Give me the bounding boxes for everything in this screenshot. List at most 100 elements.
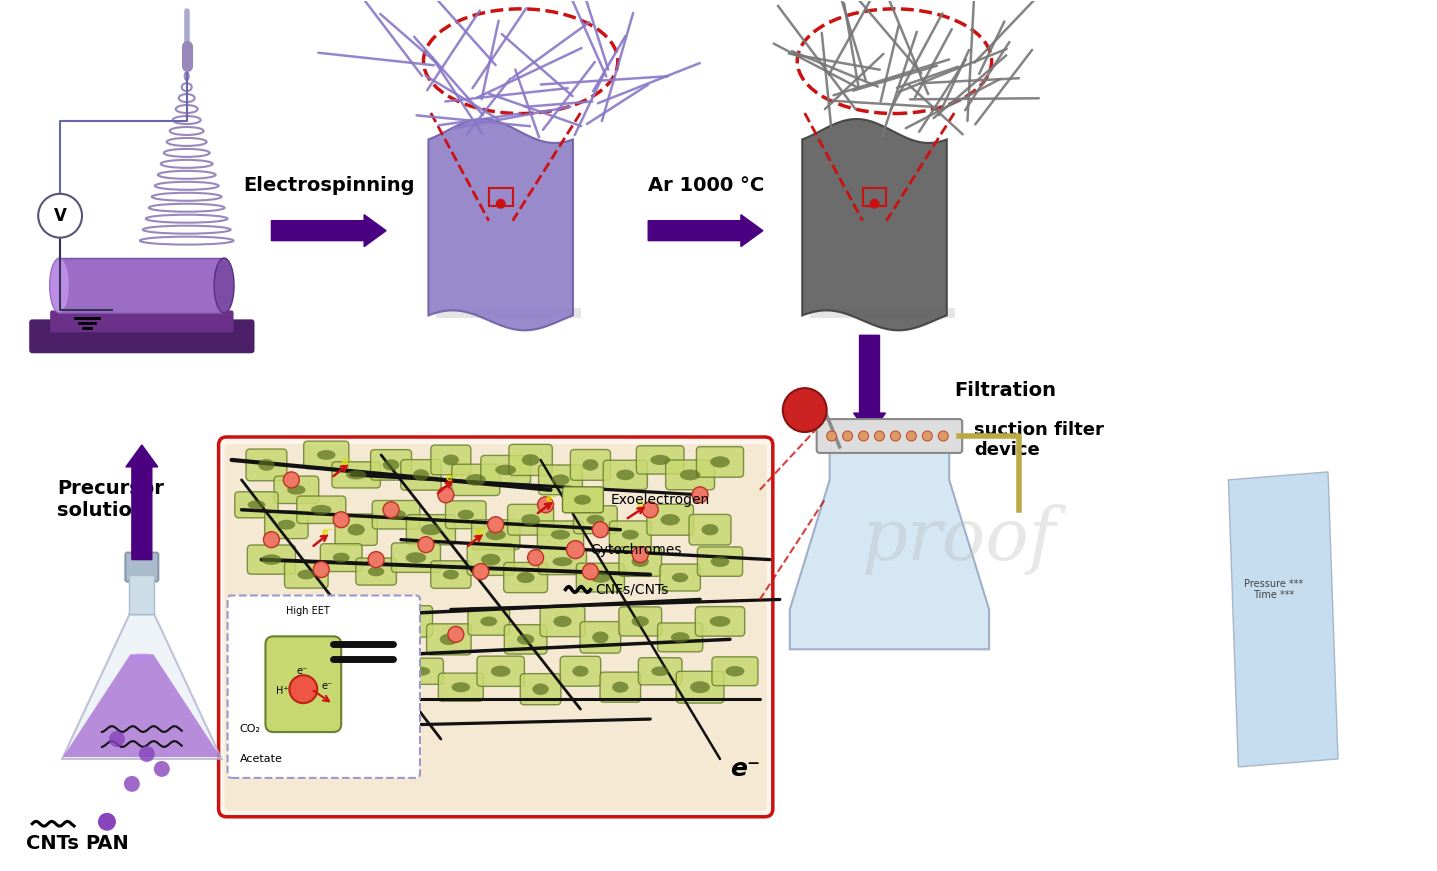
FancyBboxPatch shape xyxy=(504,563,547,592)
FancyBboxPatch shape xyxy=(509,444,552,476)
Text: Pressure ***
Time ***: Pressure *** Time *** xyxy=(1243,578,1303,600)
FancyBboxPatch shape xyxy=(50,310,234,333)
Ellipse shape xyxy=(421,524,441,536)
Text: CO₂: CO₂ xyxy=(240,724,260,734)
Ellipse shape xyxy=(318,450,336,460)
Ellipse shape xyxy=(443,570,458,579)
Circle shape xyxy=(154,761,170,777)
Ellipse shape xyxy=(372,684,389,695)
Ellipse shape xyxy=(661,514,680,525)
Ellipse shape xyxy=(286,632,306,643)
FancyBboxPatch shape xyxy=(665,460,714,490)
Ellipse shape xyxy=(573,495,591,505)
Circle shape xyxy=(289,606,305,623)
Circle shape xyxy=(869,199,879,209)
Circle shape xyxy=(394,610,410,625)
Ellipse shape xyxy=(726,666,744,677)
FancyBboxPatch shape xyxy=(573,506,618,534)
Text: Exoelectrogen: Exoelectrogen xyxy=(611,493,710,507)
Polygon shape xyxy=(1229,472,1338,767)
FancyBboxPatch shape xyxy=(297,496,346,523)
Ellipse shape xyxy=(616,469,634,480)
FancyBboxPatch shape xyxy=(690,515,731,545)
Polygon shape xyxy=(63,654,221,757)
FancyBboxPatch shape xyxy=(658,623,703,652)
Circle shape xyxy=(39,193,82,238)
Circle shape xyxy=(289,675,318,703)
Polygon shape xyxy=(790,450,989,649)
Text: e⁻: e⁻ xyxy=(296,666,308,676)
Polygon shape xyxy=(428,119,573,330)
FancyBboxPatch shape xyxy=(427,624,471,655)
Circle shape xyxy=(496,199,506,209)
FancyBboxPatch shape xyxy=(266,637,341,732)
Circle shape xyxy=(438,487,454,503)
FancyBboxPatch shape xyxy=(274,476,319,503)
Text: V: V xyxy=(53,206,66,225)
Ellipse shape xyxy=(651,666,670,676)
FancyBboxPatch shape xyxy=(540,606,585,637)
Ellipse shape xyxy=(443,455,458,465)
Circle shape xyxy=(313,562,329,577)
Circle shape xyxy=(109,731,125,747)
FancyArrow shape xyxy=(648,215,763,246)
FancyBboxPatch shape xyxy=(285,561,328,588)
FancyBboxPatch shape xyxy=(468,608,510,635)
Circle shape xyxy=(938,431,948,441)
FancyBboxPatch shape xyxy=(372,501,420,529)
Circle shape xyxy=(283,472,299,488)
Ellipse shape xyxy=(368,567,384,577)
Circle shape xyxy=(448,626,464,642)
Circle shape xyxy=(858,431,868,441)
FancyArrow shape xyxy=(126,445,158,559)
Ellipse shape xyxy=(481,554,500,565)
FancyBboxPatch shape xyxy=(273,624,320,652)
FancyBboxPatch shape xyxy=(660,564,700,591)
Circle shape xyxy=(632,547,648,563)
Circle shape xyxy=(487,517,504,533)
Ellipse shape xyxy=(348,523,365,536)
Ellipse shape xyxy=(287,485,306,495)
FancyBboxPatch shape xyxy=(313,604,359,635)
Ellipse shape xyxy=(466,474,486,486)
FancyBboxPatch shape xyxy=(507,504,553,535)
Ellipse shape xyxy=(552,557,572,566)
Ellipse shape xyxy=(253,614,270,625)
Ellipse shape xyxy=(550,530,570,539)
Text: Precursor
solution: Precursor solution xyxy=(57,479,164,520)
Ellipse shape xyxy=(582,459,598,470)
FancyBboxPatch shape xyxy=(445,501,486,529)
FancyBboxPatch shape xyxy=(647,504,694,535)
FancyArrow shape xyxy=(854,335,885,435)
Circle shape xyxy=(98,813,116,831)
Text: H⁺: H⁺ xyxy=(276,686,289,696)
Circle shape xyxy=(875,431,884,441)
Ellipse shape xyxy=(310,505,332,515)
Ellipse shape xyxy=(671,632,690,643)
FancyBboxPatch shape xyxy=(246,449,287,481)
FancyBboxPatch shape xyxy=(244,655,289,684)
FancyBboxPatch shape xyxy=(280,672,322,703)
Text: e⁻: e⁻ xyxy=(637,499,648,509)
Text: CNTs: CNTs xyxy=(26,834,79,854)
FancyBboxPatch shape xyxy=(318,658,365,685)
Circle shape xyxy=(826,431,836,441)
FancyBboxPatch shape xyxy=(619,547,661,577)
FancyBboxPatch shape xyxy=(471,520,520,550)
FancyBboxPatch shape xyxy=(218,437,773,817)
Ellipse shape xyxy=(591,572,611,583)
Circle shape xyxy=(368,551,384,568)
Ellipse shape xyxy=(491,665,510,677)
Bar xyxy=(489,188,513,206)
FancyBboxPatch shape xyxy=(398,658,444,685)
Ellipse shape xyxy=(690,681,710,693)
FancyBboxPatch shape xyxy=(320,544,362,571)
FancyBboxPatch shape xyxy=(520,673,560,705)
FancyBboxPatch shape xyxy=(816,419,963,453)
FancyBboxPatch shape xyxy=(234,492,279,517)
Ellipse shape xyxy=(402,616,420,627)
FancyBboxPatch shape xyxy=(539,549,586,575)
Ellipse shape xyxy=(387,510,405,520)
FancyBboxPatch shape xyxy=(356,558,397,585)
FancyBboxPatch shape xyxy=(562,487,604,513)
